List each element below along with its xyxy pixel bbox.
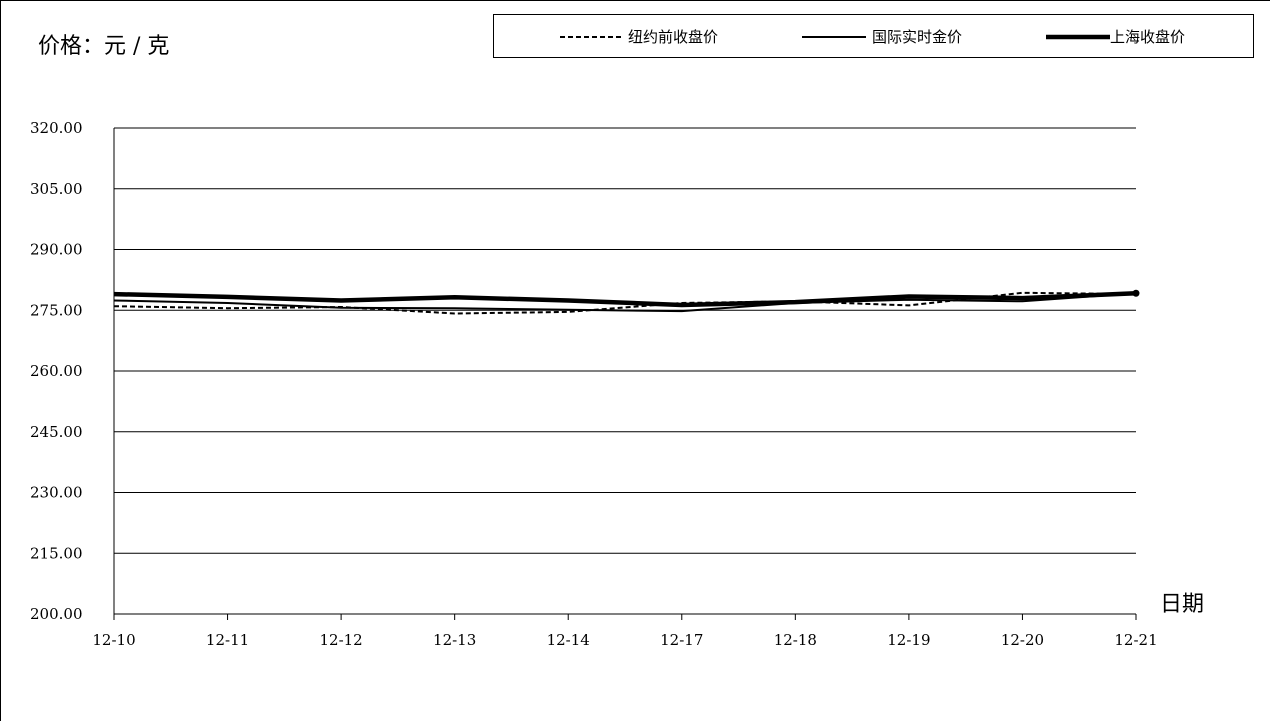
x-tick-label: 12-18 [774,631,817,649]
y-tick-label: 260.00 [30,362,83,380]
x-tick-label: 12-14 [547,631,590,649]
x-tick-label: 12-12 [319,631,362,649]
legend-label-3: 上海收盘价 [1110,28,1185,46]
x-tick-label: 12-10 [92,631,135,649]
x-tick-label: 12-11 [206,631,249,649]
x-tick-label: 12-21 [1114,631,1157,649]
x-tick-label: 12-13 [433,631,476,649]
y-axis-label: 价格：元 / 克 [38,34,170,59]
x-axis-label: 日期 [1160,592,1204,617]
y-tick-label: 245.00 [30,423,83,441]
x-tick-label: 12-20 [1001,631,1044,649]
y-tick-label: 200.00 [30,605,83,623]
x-tick-label: 12-19 [887,631,930,649]
y-tick-label: 290.00 [30,241,83,259]
y-tick-label: 275.00 [30,301,83,319]
y-tick-label: 320.00 [30,119,83,137]
legend-label-1: 纽约前收盘价 [628,28,718,46]
series-line-2 [113,292,1137,313]
end-point-marker [1132,289,1140,297]
x-tick-label: 12-17 [660,631,703,649]
y-tick-label: 305.00 [30,180,83,198]
legend-label-2: 国际实时金价 [872,28,962,46]
legend [493,14,1254,58]
y-tick-label: 230.00 [30,484,83,502]
series-line-3 [113,290,1137,308]
y-tick-label: 215.00 [30,544,83,562]
